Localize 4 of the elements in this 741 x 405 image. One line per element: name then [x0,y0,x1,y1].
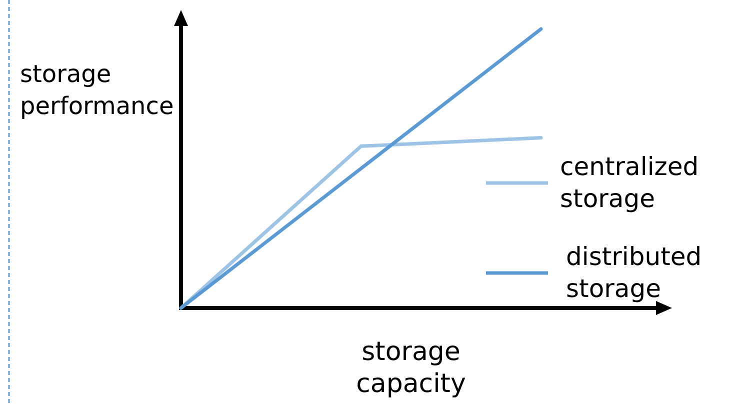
y-axis-title: storage performance [20,60,174,120]
legend-label: distributed storage [566,242,702,303]
legend-label: centralized storage [560,152,699,213]
x-axis-title: storage capacity [356,337,466,399]
